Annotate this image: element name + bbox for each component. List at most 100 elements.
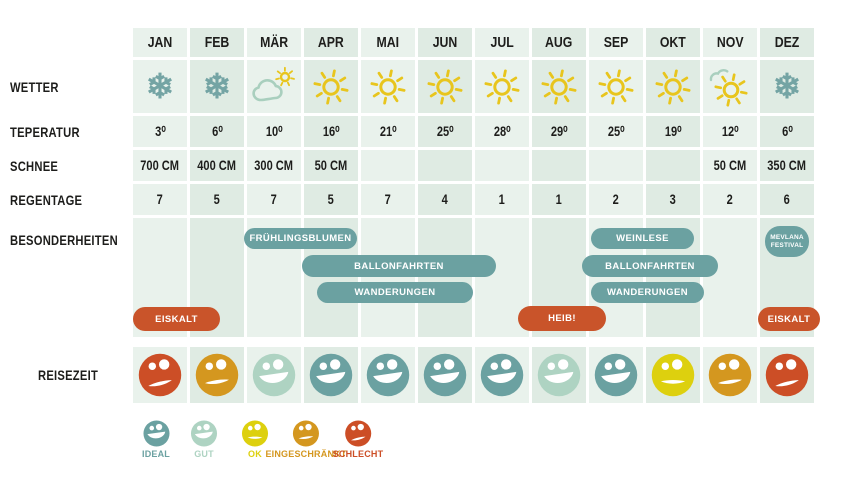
month-header: APR [304, 28, 358, 57]
rating-smiley-icon [247, 347, 301, 403]
schnee-cell: 700 CM [133, 150, 187, 181]
rating-smiley-icon [475, 347, 529, 403]
teperatur-cell: 12⁰ [703, 116, 757, 147]
rating-legend: IDEAL GUT OK EINGESCHRÄNKT S [0, 420, 842, 470]
teperatur-cell: 19⁰ [646, 116, 700, 147]
event-pill: FRÜHLINGSBLUMEN [244, 228, 357, 249]
rating-smiley-icon [589, 347, 643, 403]
event-pill: BALLONFAHRTEN [302, 255, 496, 277]
regentage-cell: 7 [247, 184, 301, 215]
event-pill: WEINLESE [591, 228, 694, 249]
legend-item: IDEAL [142, 420, 170, 459]
regentage-row: REGENTAGE 7 5 7 5 7 4 1 1 2 3 2 6 [0, 184, 842, 215]
legend-label: OK [248, 449, 262, 459]
empty-corner [0, 28, 130, 57]
month-header: DEZ [760, 28, 814, 57]
schnee-cell: 50 CM [304, 150, 358, 181]
teperatur-cell: 16⁰ [304, 116, 358, 147]
teperatur-cell: 25⁰ [418, 116, 472, 147]
legend-smiley-icon [142, 420, 170, 447]
rating-smiley-icon [532, 347, 586, 403]
schnee-label: SCHNEE [10, 157, 59, 174]
rating-smiley-icon [418, 347, 472, 403]
legend-item: EINGESCHRÄNKT [265, 420, 346, 459]
weather-icon: ❄ [760, 60, 814, 113]
weather-icon [247, 60, 301, 113]
weather-icon [589, 60, 643, 113]
rating-smiley-icon [190, 347, 244, 403]
legend-item: GUT [190, 420, 218, 459]
legend-smiley-icon [190, 420, 218, 447]
teperatur-label: TEPERATUR [10, 123, 80, 140]
weather-extreme-pill: EISKALT [758, 307, 820, 331]
regentage-cell: 2 [589, 184, 643, 215]
regentage-cell: 6 [760, 184, 814, 215]
legend-smiley-icon [344, 420, 372, 447]
regentage-label: REGENTAGE [10, 191, 83, 208]
event-pill: WANDERUNGEN [591, 282, 704, 303]
schnee-cell [418, 150, 472, 181]
wetter-label: WETTER [10, 78, 59, 95]
teperatur-cell: 21⁰ [361, 116, 415, 147]
schnee-cell: 50 CM [703, 150, 757, 181]
month-header: NOV [703, 28, 757, 57]
legend-label: GUT [194, 449, 214, 459]
rating-smiley-icon [304, 347, 358, 403]
rating-smiley-icon [646, 347, 700, 403]
legend-label: EINGESCHRÄNKT [265, 449, 347, 459]
event-pill: WANDERUNGEN [317, 282, 473, 303]
rating-smiley-icon [703, 347, 757, 403]
month-header: MÄR [247, 28, 301, 57]
legend-smiley-icon [241, 420, 269, 447]
schnee-cell: 350 CM [760, 150, 814, 181]
schnee-row: SCHNEE 700 CM 400 CM 300 CM 50 CM 50 CM … [0, 150, 842, 181]
teperatur-cell: 10⁰ [247, 116, 301, 147]
teperatur-row: TEPERATUR 3⁰ 6⁰ 10⁰ 16⁰ 21⁰ 25⁰ 28⁰ 29⁰ … [0, 116, 842, 147]
month-header: AUG [532, 28, 586, 57]
month-header: JUN [418, 28, 472, 57]
teperatur-cell: 6⁰ [190, 116, 244, 147]
weather-icon [418, 60, 472, 113]
month-header-row: JAN FEB MÄR APR MAI JUN JUL AUG SEP OKT … [0, 28, 842, 57]
rating-smiley-icon [361, 347, 415, 403]
regentage-cell: 4 [418, 184, 472, 215]
schnee-cell [475, 150, 529, 181]
weather-extreme-pill: HEIB! [518, 306, 606, 331]
legend-label: SCHLECHT [332, 449, 384, 459]
weather-icon [361, 60, 415, 113]
month-header: JAN [133, 28, 187, 57]
wetter-row: WETTER ❄ ❄ ❄ [0, 60, 842, 113]
event-pill: MEVLANA FESTIVAL [765, 226, 809, 257]
weather-icon [532, 60, 586, 113]
regentage-cell: 1 [532, 184, 586, 215]
legend-label: IDEAL [142, 449, 170, 459]
regentage-cell: 5 [304, 184, 358, 215]
legend-item: SCHLECHT [333, 420, 384, 459]
schnee-cell [532, 150, 586, 181]
teperatur-cell: 6⁰ [760, 116, 814, 147]
besonderheiten-row: BESONDERHEITEN FRÜHLINGSBLUMEN WEINLESE … [0, 218, 842, 337]
schnee-cell: 300 CM [247, 150, 301, 181]
schnee-cell: 400 CM [190, 150, 244, 181]
teperatur-cell: 29⁰ [532, 116, 586, 147]
regentage-cell: 7 [133, 184, 187, 215]
teperatur-cell: 28⁰ [475, 116, 529, 147]
legend-smiley-icon [292, 420, 320, 447]
regentage-cell: 2 [703, 184, 757, 215]
besonderheiten-label: BESONDERHEITEN [10, 232, 118, 248]
legend-item: OK [241, 420, 269, 459]
month-header: FEB [190, 28, 244, 57]
regentage-cell: 5 [190, 184, 244, 215]
teperatur-cell: 25⁰ [589, 116, 643, 147]
schnee-cell [589, 150, 643, 181]
regentage-cell: 1 [475, 184, 529, 215]
rating-smiley-icon [760, 347, 814, 403]
month-header: MAI [361, 28, 415, 57]
weather-icon [304, 60, 358, 113]
month-header: SEP [589, 28, 643, 57]
weather-icon: ❄ [190, 60, 244, 113]
reisezeit-label: REISEZEIT [38, 367, 99, 383]
reisezeit-row: REISEZEIT [0, 347, 842, 403]
weather-extreme-pill: EISKALT [133, 307, 220, 331]
